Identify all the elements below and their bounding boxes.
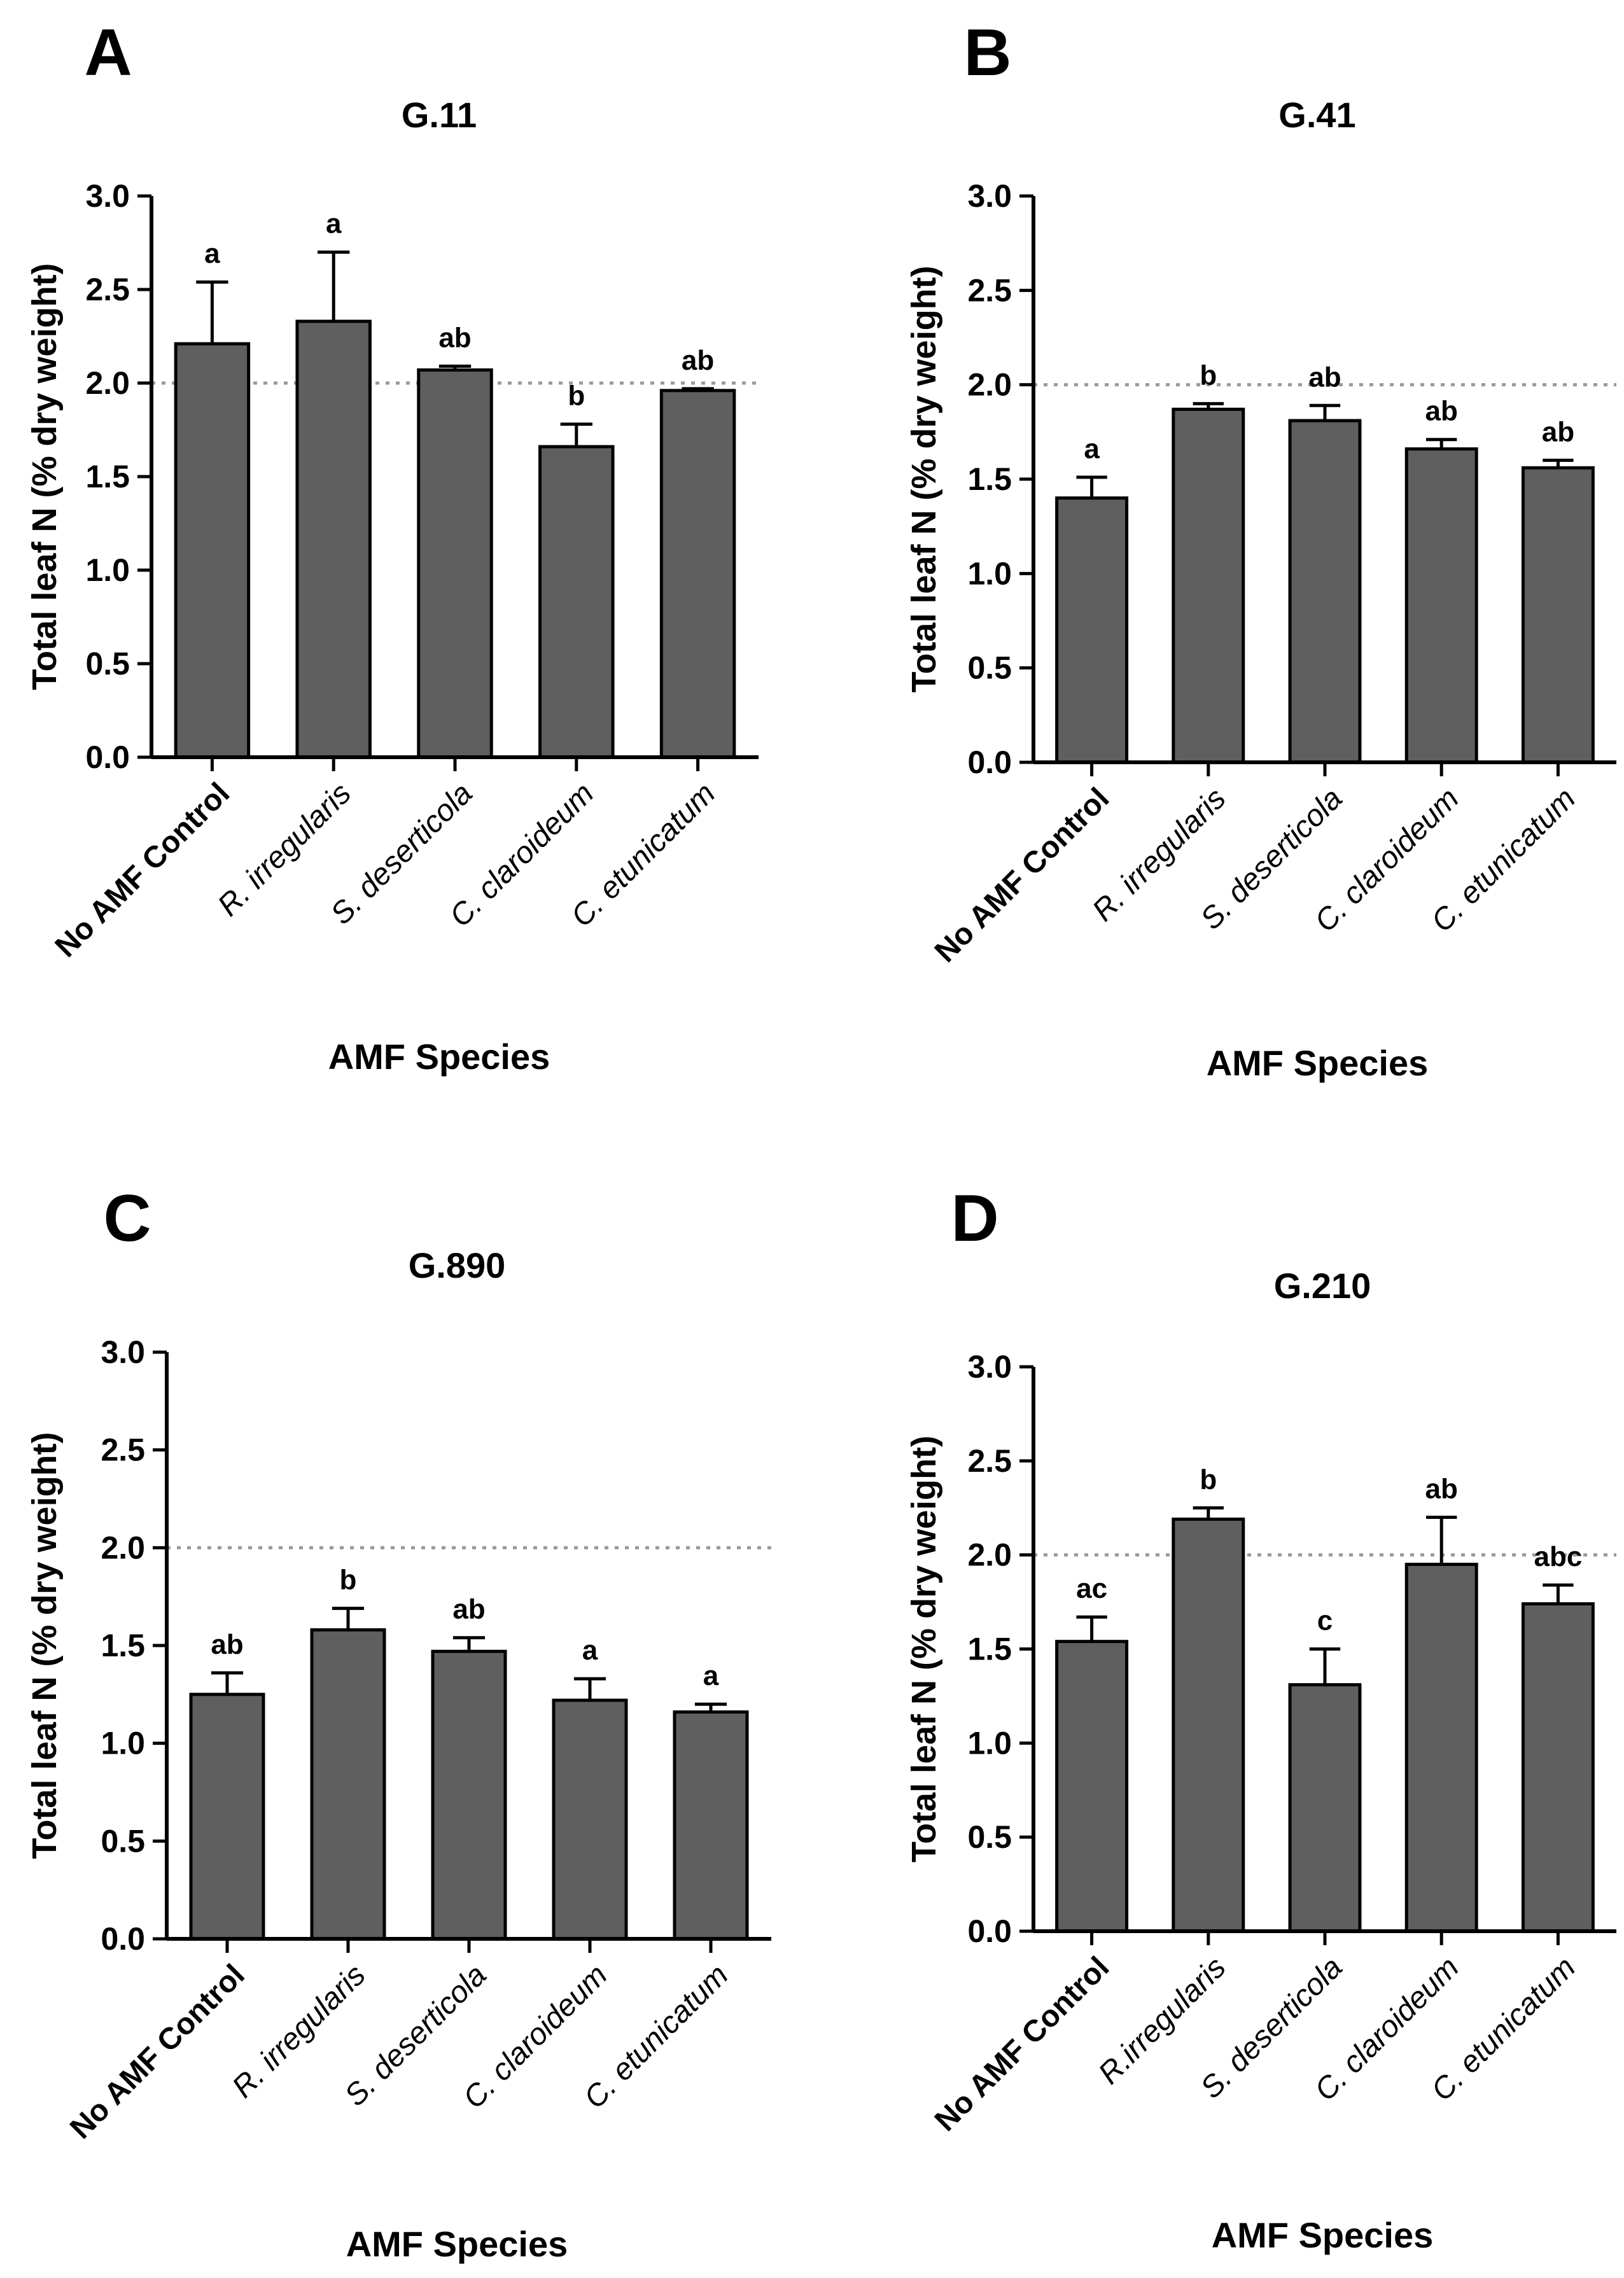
bar [310, 1628, 386, 1941]
significance-letter: b [1200, 1464, 1217, 1495]
bar [1521, 466, 1595, 764]
bar [1172, 1517, 1245, 1933]
x-axis-label: AMF Species [346, 2224, 568, 2264]
x-axis-label: AMF Species [1212, 2215, 1434, 2255]
bar [659, 389, 736, 759]
significance-letter: ab [682, 345, 714, 376]
y-tick-label: 1.0 [85, 552, 130, 588]
bar [1404, 447, 1478, 764]
significance-letter: a [326, 208, 342, 239]
significance-letter: c [1317, 1605, 1333, 1637]
significance-letter: a [1084, 433, 1100, 465]
significance-letter: ab [452, 1594, 485, 1625]
panel-letter: C [103, 1182, 151, 1255]
y-tick-label: 3.0 [967, 178, 1012, 214]
bar [1288, 419, 1362, 764]
panel-letter: B [963, 16, 1011, 90]
y-tick-label: 3.0 [101, 1334, 145, 1370]
y-tick-label: 2.5 [85, 272, 130, 307]
bar [1055, 496, 1129, 764]
y-tick-label: 1.5 [85, 459, 130, 494]
y-tick-label: 0.0 [85, 739, 130, 775]
bar [1172, 407, 1245, 764]
y-tick-label: 1.5 [101, 1628, 145, 1663]
y-tick-label: 0.5 [967, 650, 1012, 686]
y-axis-label: Total leaf N (% dry weight) [25, 263, 64, 690]
bar [431, 1649, 507, 1941]
y-tick-label: 3.0 [85, 178, 130, 214]
bar [673, 1710, 749, 1941]
y-axis-label: Total leaf N (% dry weight) [25, 1432, 64, 1859]
significance-letter: b [568, 381, 585, 412]
y-tick-label: 2.5 [967, 1443, 1012, 1479]
y-axis-label: Total leaf N (% dry weight) [905, 1436, 943, 1862]
y-tick-label: 2.0 [101, 1530, 145, 1565]
bar [1404, 1562, 1478, 1933]
y-tick-label: 0.0 [967, 744, 1012, 780]
panel-letter: D [951, 1182, 998, 1255]
significance-letter: ab [1425, 396, 1458, 427]
significance-letter: a [703, 1660, 719, 1691]
significance-letter: ab [211, 1629, 243, 1660]
y-tick-label: 1.0 [967, 1725, 1012, 1761]
bar [174, 342, 251, 759]
significance-letter: ab [1542, 416, 1574, 447]
bar [1055, 1640, 1129, 1933]
y-tick-label: 2.0 [85, 365, 130, 401]
y-tick-label: 0.0 [101, 1921, 145, 1957]
y-tick-label: 3.0 [967, 1349, 1012, 1385]
bar [189, 1693, 265, 1941]
bar [552, 1698, 628, 1941]
y-tick-label: 0.5 [967, 1819, 1012, 1855]
bar [1521, 1602, 1595, 1933]
panel-letter: A [84, 16, 132, 90]
significance-letter: ab [1425, 1474, 1458, 1505]
significance-letter: ab [1308, 361, 1341, 393]
chart-title: G.41 [1278, 95, 1355, 135]
y-tick-label: 1.0 [101, 1726, 145, 1761]
y-tick-label: 0.5 [101, 1823, 145, 1859]
y-axis-label: Total leaf N (% dry weight) [905, 265, 943, 692]
chart-title: G.11 [402, 95, 477, 135]
y-tick-label: 1.0 [967, 556, 1012, 591]
y-tick-label: 2.5 [101, 1432, 145, 1468]
significance-letter: abc [1534, 1541, 1582, 1572]
y-tick-label: 1.5 [967, 461, 1012, 497]
y-tick-label: 2.0 [967, 367, 1012, 403]
bar [1288, 1683, 1362, 1933]
chart-title: G.210 [1274, 1266, 1371, 1306]
significance-letter: a [582, 1635, 598, 1666]
significance-letter: ab [438, 323, 471, 354]
significance-letter: b [340, 1565, 357, 1596]
significance-letter: a [204, 238, 220, 269]
x-axis-label: AMF Species [328, 1037, 550, 1077]
y-tick-label: 2.0 [967, 1537, 1012, 1573]
bar [295, 319, 372, 759]
significance-letter: ac [1076, 1573, 1107, 1604]
y-tick-label: 0.0 [967, 1913, 1012, 1949]
bar [417, 368, 493, 759]
y-tick-label: 2.5 [967, 272, 1012, 308]
x-axis-label: AMF Species [1207, 1043, 1429, 1083]
bar [538, 445, 615, 759]
y-tick-label: 0.5 [85, 646, 130, 681]
y-tick-label: 1.5 [967, 1632, 1012, 1667]
significance-letter: b [1200, 360, 1217, 391]
chart-title: G.890 [409, 1245, 506, 1285]
